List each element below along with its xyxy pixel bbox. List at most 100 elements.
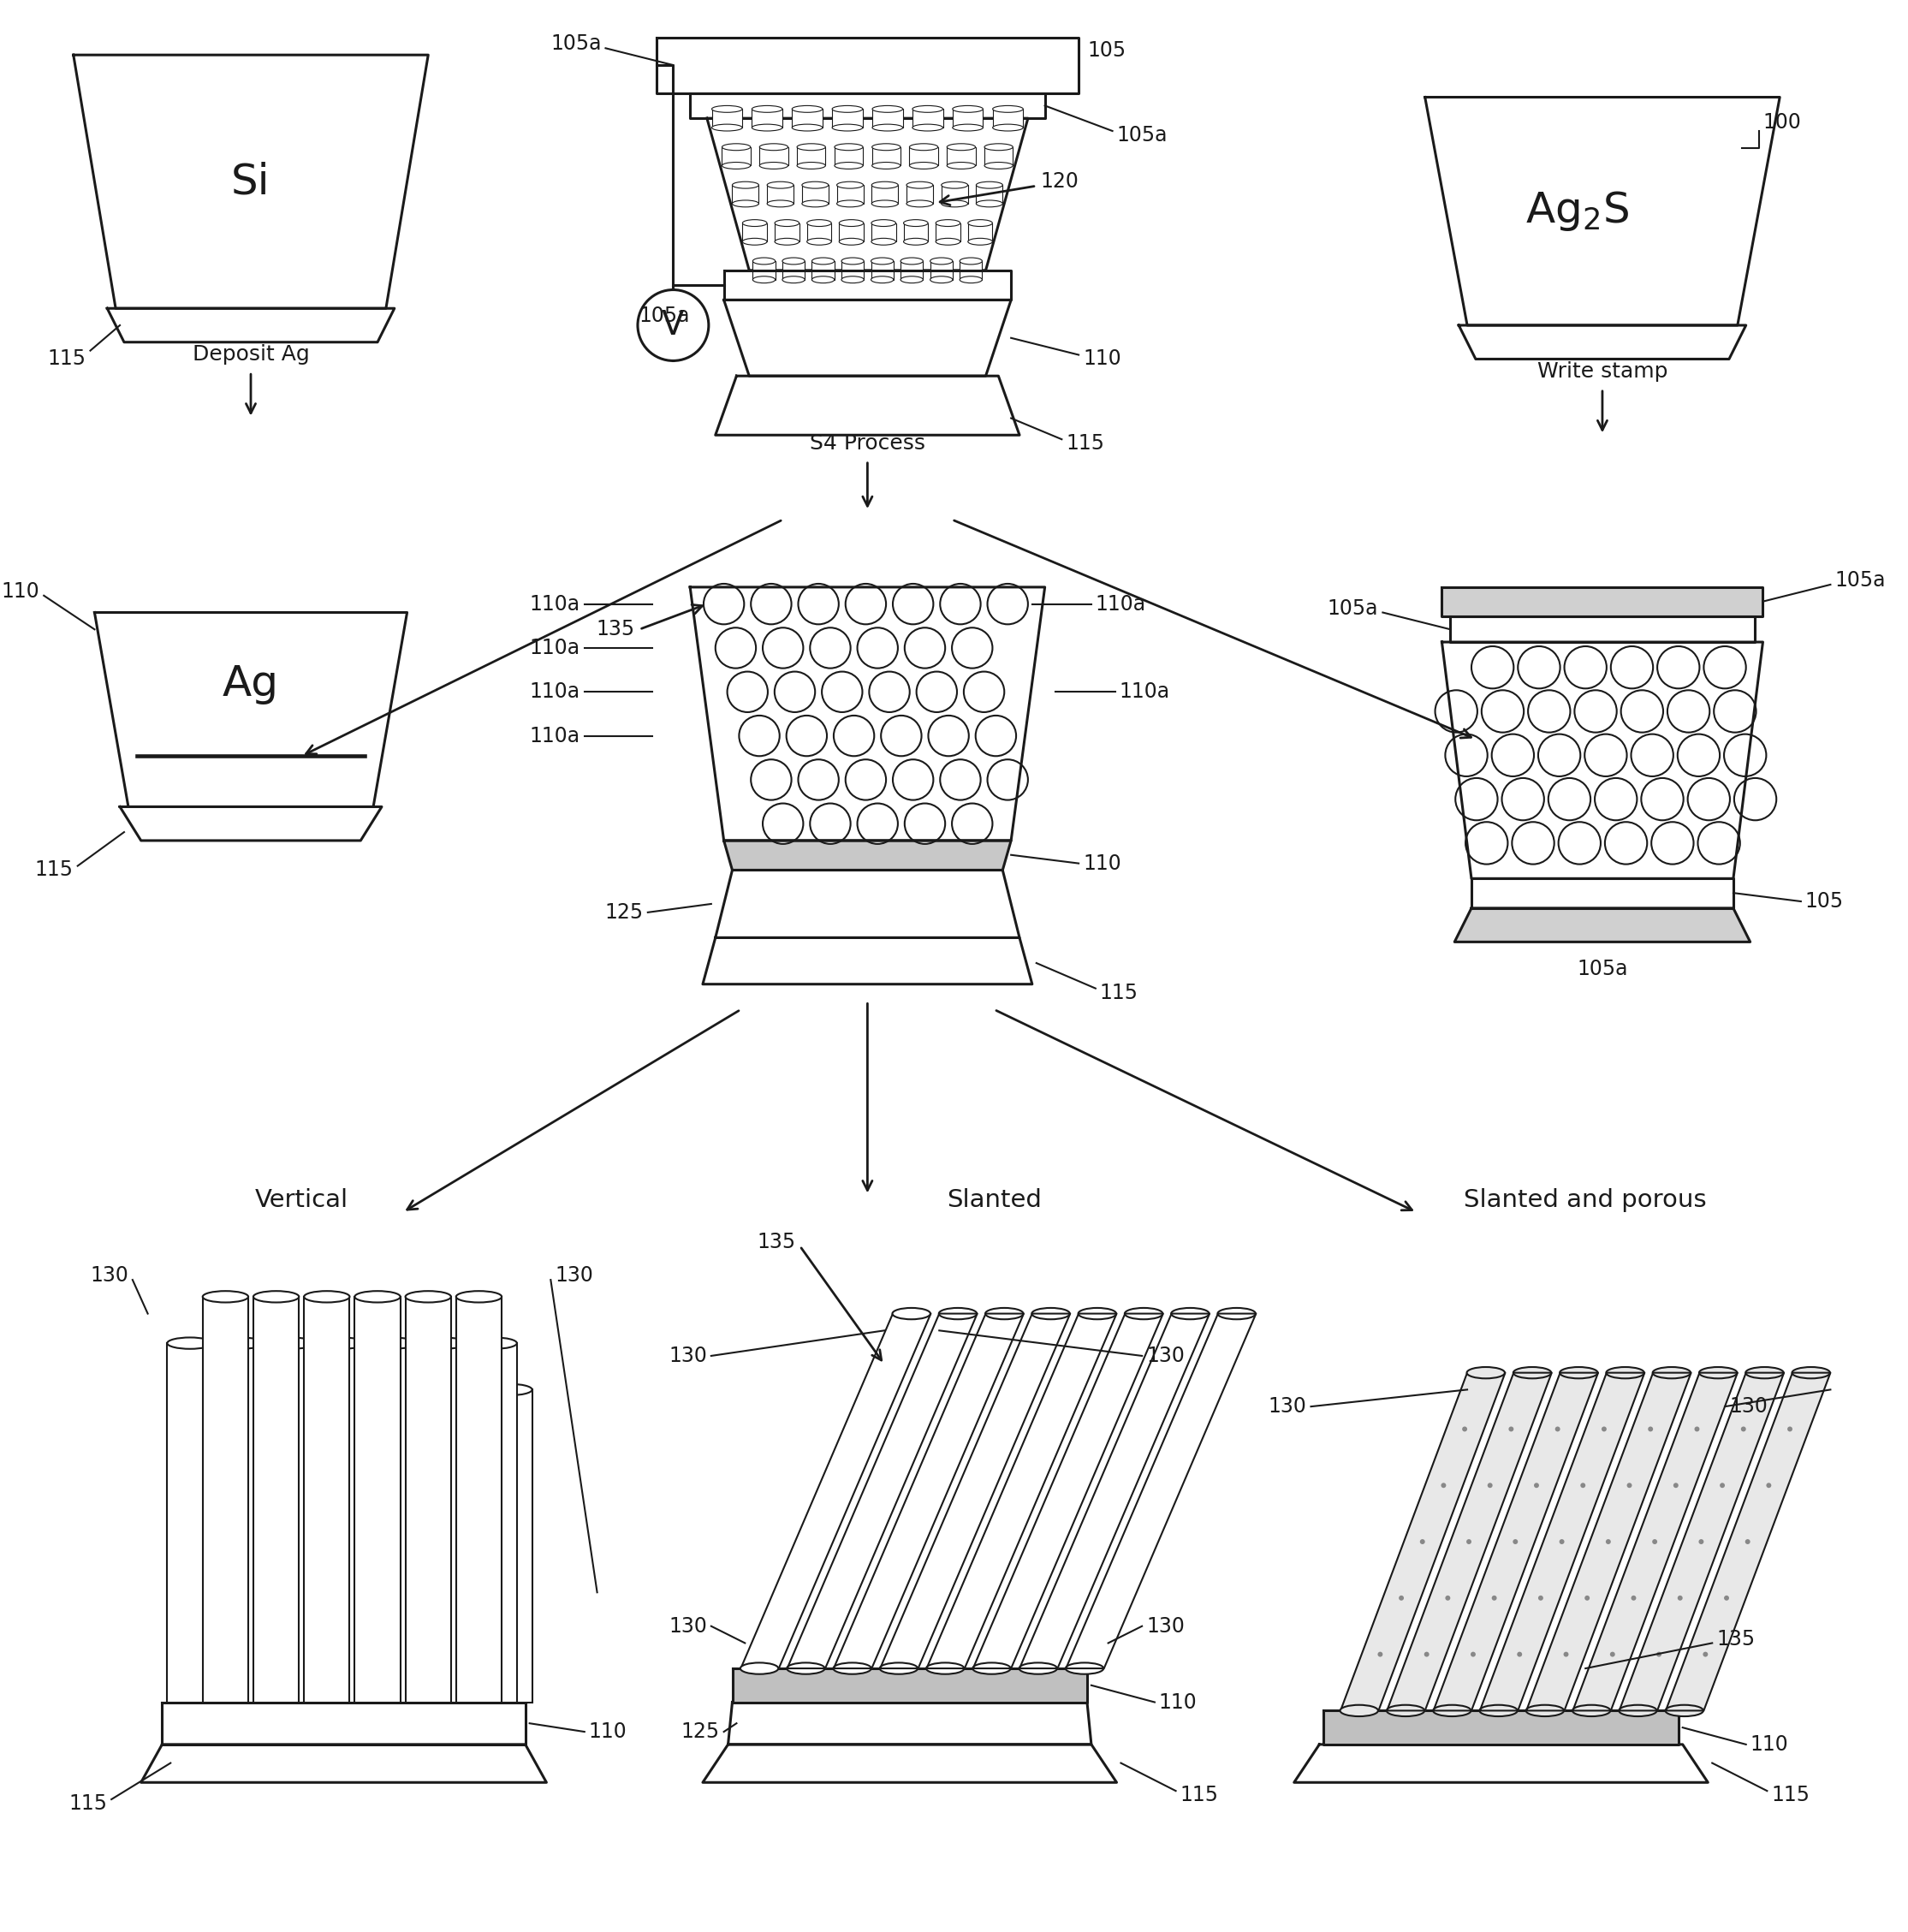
- Ellipse shape: [1339, 1704, 1378, 1716]
- Circle shape: [1631, 734, 1673, 777]
- Ellipse shape: [912, 106, 943, 112]
- Bar: [906, 185, 933, 203]
- Bar: [435, 1389, 481, 1702]
- Circle shape: [952, 804, 992, 844]
- Ellipse shape: [767, 182, 794, 189]
- Polygon shape: [141, 1745, 546, 1783]
- Ellipse shape: [284, 1383, 330, 1395]
- Circle shape: [893, 759, 933, 800]
- Ellipse shape: [872, 238, 895, 245]
- Ellipse shape: [967, 238, 992, 245]
- Ellipse shape: [759, 143, 788, 151]
- Polygon shape: [1481, 1374, 1645, 1710]
- Polygon shape: [708, 118, 1028, 270]
- Ellipse shape: [798, 143, 826, 151]
- Ellipse shape: [1559, 1368, 1597, 1378]
- Circle shape: [1656, 1652, 1662, 1658]
- Ellipse shape: [901, 276, 923, 282]
- Circle shape: [1668, 690, 1710, 732]
- Bar: [872, 108, 902, 128]
- Bar: [759, 147, 788, 166]
- Polygon shape: [733, 1669, 1088, 1702]
- Text: 105: 105: [1805, 891, 1843, 912]
- Circle shape: [1534, 1484, 1540, 1488]
- Ellipse shape: [985, 162, 1013, 168]
- Circle shape: [904, 804, 944, 844]
- Bar: [168, 1343, 214, 1702]
- Ellipse shape: [202, 1291, 248, 1302]
- Text: 125: 125: [605, 902, 643, 923]
- Ellipse shape: [754, 257, 775, 265]
- Circle shape: [1528, 690, 1570, 732]
- Circle shape: [1492, 1596, 1496, 1600]
- Circle shape: [1563, 1652, 1568, 1658]
- Circle shape: [1517, 1652, 1523, 1658]
- Ellipse shape: [330, 1522, 376, 1534]
- Ellipse shape: [752, 106, 782, 112]
- Ellipse shape: [935, 220, 960, 226]
- Ellipse shape: [315, 1476, 361, 1488]
- Ellipse shape: [992, 106, 1023, 112]
- Circle shape: [1456, 779, 1498, 821]
- Ellipse shape: [775, 220, 799, 226]
- Bar: [733, 185, 759, 203]
- Ellipse shape: [977, 182, 1002, 189]
- Ellipse shape: [893, 1308, 931, 1320]
- Circle shape: [1511, 821, 1555, 864]
- Ellipse shape: [801, 201, 828, 207]
- Polygon shape: [1666, 1374, 1830, 1710]
- Ellipse shape: [385, 1383, 431, 1395]
- Ellipse shape: [1019, 1663, 1057, 1675]
- Ellipse shape: [906, 182, 933, 189]
- Bar: [450, 1435, 496, 1702]
- Ellipse shape: [939, 1308, 977, 1320]
- Ellipse shape: [840, 238, 864, 245]
- Circle shape: [1435, 690, 1477, 732]
- Circle shape: [727, 672, 767, 713]
- Bar: [370, 1343, 416, 1702]
- Ellipse shape: [420, 1337, 466, 1349]
- Bar: [385, 1389, 431, 1702]
- Circle shape: [1725, 734, 1767, 777]
- Ellipse shape: [1792, 1368, 1830, 1378]
- Circle shape: [941, 759, 981, 800]
- Polygon shape: [656, 39, 1078, 93]
- Text: 115: 115: [48, 350, 86, 369]
- Ellipse shape: [1124, 1308, 1162, 1320]
- Circle shape: [1677, 1596, 1683, 1600]
- Text: 130: 130: [1729, 1397, 1767, 1416]
- Bar: [912, 108, 943, 128]
- Circle shape: [1677, 734, 1719, 777]
- Circle shape: [1538, 1596, 1544, 1600]
- Polygon shape: [162, 1702, 525, 1745]
- Circle shape: [763, 628, 803, 668]
- Circle shape: [738, 715, 780, 755]
- Text: 105a: 105a: [1576, 958, 1628, 980]
- Ellipse shape: [807, 238, 832, 245]
- Ellipse shape: [792, 124, 822, 131]
- Ellipse shape: [227, 1522, 273, 1534]
- Ellipse shape: [481, 1522, 527, 1534]
- Bar: [901, 261, 923, 280]
- Ellipse shape: [925, 1663, 964, 1675]
- Bar: [967, 222, 992, 242]
- Ellipse shape: [404, 1291, 450, 1302]
- Ellipse shape: [487, 1383, 532, 1395]
- Ellipse shape: [872, 220, 895, 226]
- Text: 105a: 105a: [639, 305, 691, 327]
- Ellipse shape: [960, 276, 983, 282]
- Ellipse shape: [1467, 1368, 1505, 1378]
- Bar: [254, 1296, 300, 1702]
- Ellipse shape: [792, 106, 822, 112]
- Ellipse shape: [733, 201, 759, 207]
- Ellipse shape: [946, 143, 975, 151]
- Polygon shape: [1433, 1374, 1599, 1710]
- Ellipse shape: [1700, 1368, 1736, 1378]
- Polygon shape: [1324, 1710, 1679, 1745]
- Bar: [303, 1296, 349, 1702]
- Ellipse shape: [456, 1291, 502, 1302]
- Circle shape: [752, 583, 792, 624]
- Bar: [300, 1435, 345, 1702]
- Text: 120: 120: [1040, 172, 1080, 191]
- Ellipse shape: [952, 106, 983, 112]
